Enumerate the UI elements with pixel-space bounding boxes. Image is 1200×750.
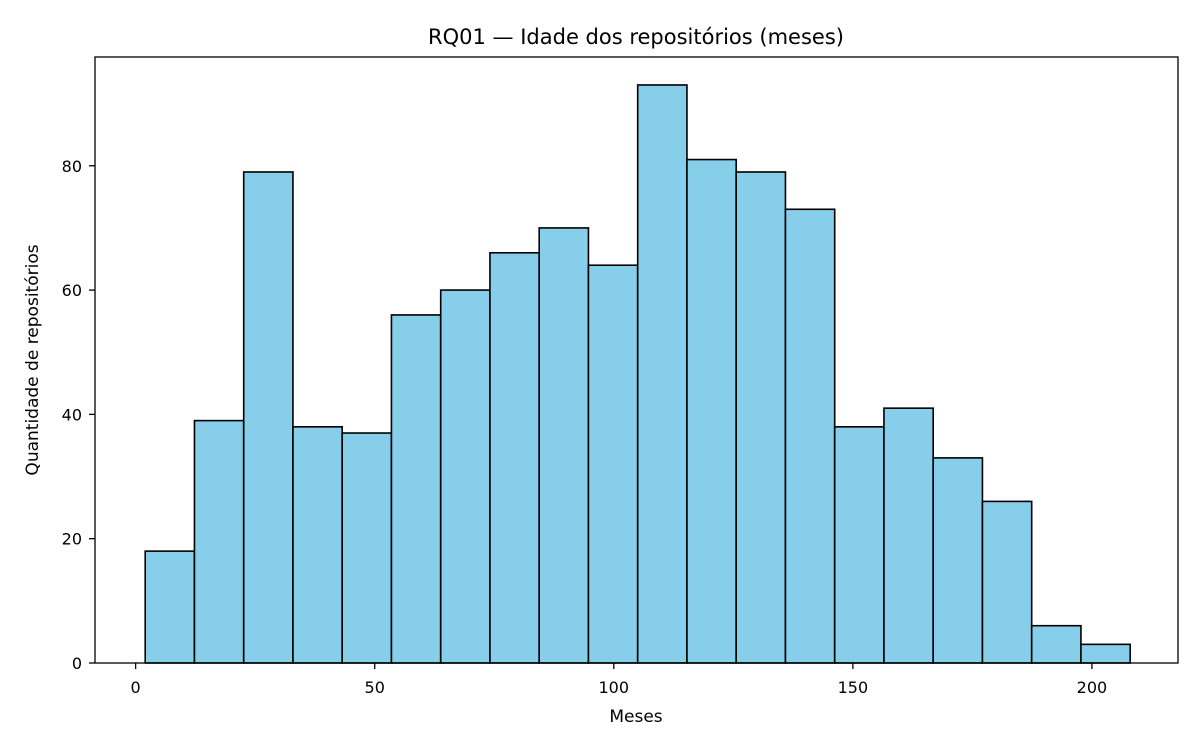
histogram-bar-11 bbox=[686, 158, 737, 664]
histogram-bar-16 bbox=[932, 457, 984, 664]
y-tick-label-3: 60 bbox=[62, 281, 82, 300]
x-tick-label-4: 200 bbox=[1077, 678, 1108, 697]
histogram-bar-8 bbox=[538, 227, 590, 664]
chart-title: RQ01 — Idade dos repositórios (meses) bbox=[428, 25, 844, 49]
x-axis: 0 50 100 150 200 bbox=[131, 663, 1108, 697]
x-tick-label-2: 100 bbox=[599, 678, 630, 697]
bars-group bbox=[144, 84, 1131, 664]
plot-frame bbox=[94, 56, 1179, 664]
histogram-bar-7 bbox=[489, 251, 540, 664]
y-tick-label-0: 0 bbox=[72, 654, 82, 673]
histogram-bar-2 bbox=[242, 171, 294, 664]
x-tick-label-3: 150 bbox=[838, 678, 869, 697]
histogram-bar-6 bbox=[439, 289, 491, 664]
histogram-bar-4 bbox=[341, 432, 393, 664]
histogram-bar-15 bbox=[883, 407, 934, 664]
x-axis-label: Meses bbox=[609, 707, 662, 727]
histogram-bar-1 bbox=[193, 419, 245, 664]
histogram-bar-3 bbox=[292, 426, 344, 664]
histogram-bar-18 bbox=[1030, 624, 1082, 664]
histogram-bar-0 bbox=[144, 550, 196, 664]
histogram-bar-12 bbox=[735, 171, 787, 664]
histogram-bar-9 bbox=[587, 264, 639, 664]
histogram-bar-10 bbox=[636, 84, 688, 664]
x-tick-label-0: 0 bbox=[131, 678, 141, 697]
histogram-bar-19 bbox=[1080, 643, 1131, 664]
y-axis: 0 20 40 60 80 bbox=[62, 157, 95, 673]
histogram-bar-13 bbox=[784, 208, 836, 664]
histogram-bar-5 bbox=[390, 314, 442, 664]
histogram-bar-17 bbox=[981, 500, 1033, 664]
y-axis-label: Quantidade de repositórios bbox=[23, 244, 43, 475]
x-tick-label-1: 50 bbox=[365, 678, 385, 697]
y-tick-label-2: 40 bbox=[62, 405, 82, 424]
y-tick-label-1: 20 bbox=[62, 530, 82, 549]
histogram-bar-14 bbox=[833, 426, 885, 664]
y-tick-label-4: 80 bbox=[62, 157, 82, 176]
